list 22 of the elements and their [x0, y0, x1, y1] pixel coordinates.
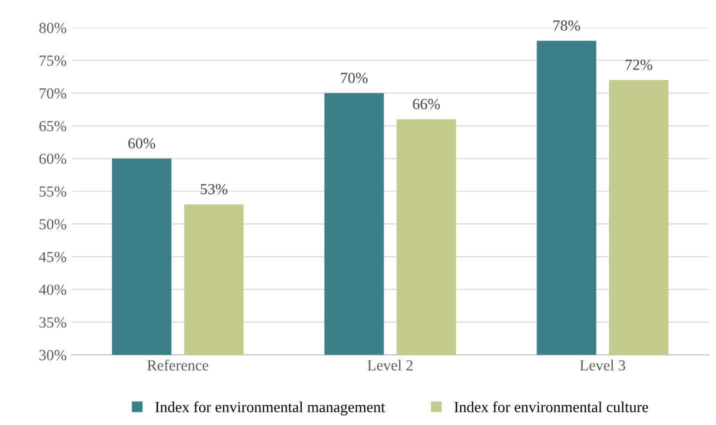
y-tick-label: 70% [40, 88, 66, 99]
x-tick-label: Reference [147, 360, 208, 370]
x-tick-label: Level 2 [368, 360, 412, 370]
y-tick-label: 50% [40, 219, 66, 230]
data-label: 53% [200, 184, 228, 194]
y-tick-label: 35% [39, 317, 66, 328]
y-tick-label: 45% [39, 252, 66, 262]
data-label: 60% [128, 138, 156, 149]
y-tick-label: 40% [39, 284, 66, 295]
data-label: 66% [412, 98, 440, 110]
legend-label: Index for environmental management [155, 401, 386, 416]
data-label: 70% [341, 72, 368, 84]
x-tick-label: Level 3 [580, 360, 626, 370]
y-tick-label: 80% [39, 22, 66, 34]
y-tick-label: 55% [40, 186, 66, 197]
legend-label: Index for environmental culture [454, 401, 648, 412]
y-tick-label: 75% [40, 55, 66, 66]
y-tick-label: 65% [39, 120, 66, 132]
data-label: 72% [626, 60, 652, 70]
data-label: 78% [554, 20, 580, 31]
y-tick-label: 30% [39, 350, 66, 360]
y-tick-label: 60% [39, 154, 66, 164]
